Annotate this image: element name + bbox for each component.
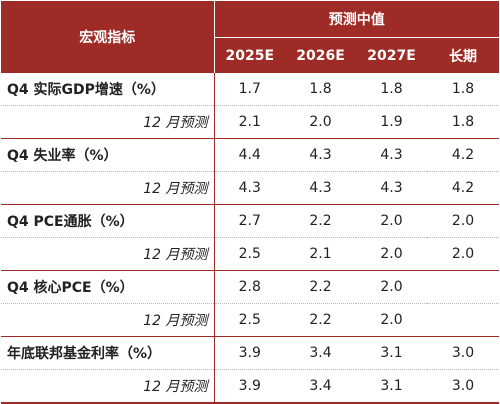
cell-value: 2.8 xyxy=(214,270,285,304)
row-label: 12 月预测 xyxy=(1,303,215,337)
cell-value: 2.5 xyxy=(214,237,285,271)
row-unemployment-dec: 12 月预测 4.3 4.3 4.3 4.2 xyxy=(1,171,499,205)
year-header-longrun: 长期 xyxy=(427,37,499,73)
cell-value: 2.7 xyxy=(214,204,285,238)
row-label: 12 月预测 xyxy=(1,171,215,205)
cell-value: 3.0 xyxy=(427,369,499,404)
row-core-pce-dec: 12 月预测 2.5 2.2 2.0 xyxy=(1,303,499,337)
cell-value: 3.1 xyxy=(356,369,427,404)
cell-value: 4.2 xyxy=(427,171,499,205)
cell-value: 4.3 xyxy=(285,138,356,172)
cell-value: 2.2 xyxy=(285,270,356,304)
cell-value: 2.0 xyxy=(356,204,427,238)
forecast-median-header: 预测中值 xyxy=(214,1,499,38)
row-label: Q4 实际GDP增速（%） xyxy=(1,73,215,106)
cell-value: 4.3 xyxy=(285,171,356,205)
row-pce: Q4 PCE通胀（%） 2.7 2.2 2.0 2.0 xyxy=(1,204,499,238)
cell-value: 2.0 xyxy=(356,303,427,337)
indicator-header: 宏观指标 xyxy=(1,1,215,73)
row-label: Q4 核心PCE（%） xyxy=(1,270,215,304)
cell-value: 2.5 xyxy=(214,303,285,337)
cell-value: 2.2 xyxy=(285,204,356,238)
cell-value: 2.2 xyxy=(285,303,356,337)
cell-value: 2.0 xyxy=(356,270,427,304)
row-fed-funds: 年底联邦基金利率（%） 3.9 3.4 3.1 3.0 xyxy=(1,336,499,370)
row-unemployment: Q4 失业率（%） 4.4 4.3 4.3 4.2 xyxy=(1,138,499,172)
cell-value: 3.4 xyxy=(285,336,356,370)
cell-value: 3.0 xyxy=(427,336,499,370)
cell-value xyxy=(427,303,499,337)
cell-value: 4.3 xyxy=(356,138,427,172)
row-gdp: Q4 实际GDP增速（%） 1.7 1.8 1.8 1.8 xyxy=(1,73,499,106)
cell-value: 3.9 xyxy=(214,369,285,404)
cell-value: 1.8 xyxy=(285,73,356,106)
row-label: 12 月预测 xyxy=(1,105,215,139)
cell-value: 1.9 xyxy=(356,105,427,139)
row-pce-dec: 12 月预测 2.5 2.1 2.0 2.0 xyxy=(1,237,499,271)
cell-value: 2.0 xyxy=(427,237,499,271)
row-core-pce: Q4 核心PCE（%） 2.8 2.2 2.0 xyxy=(1,270,499,304)
cell-value: 4.3 xyxy=(356,171,427,205)
cell-value: 4.4 xyxy=(214,138,285,172)
row-label: 12 月预测 xyxy=(1,369,215,404)
row-gdp-dec: 12 月预测 2.1 2.0 1.9 1.8 xyxy=(1,105,499,139)
cell-value: 2.0 xyxy=(356,237,427,271)
cell-value: 3.9 xyxy=(214,336,285,370)
cell-value xyxy=(427,270,499,304)
cell-value: 4.2 xyxy=(427,138,499,172)
cell-value: 2.1 xyxy=(285,237,356,271)
cell-value: 1.8 xyxy=(427,73,499,106)
cell-value: 4.3 xyxy=(214,171,285,205)
cell-value: 2.0 xyxy=(285,105,356,139)
cell-value: 1.8 xyxy=(356,73,427,106)
cell-value: 3.1 xyxy=(356,336,427,370)
row-label: 年底联邦基金利率（%） xyxy=(1,336,215,370)
cell-value: 2.0 xyxy=(427,204,499,238)
cell-value: 1.7 xyxy=(214,73,285,106)
year-header-2027: 2027E xyxy=(356,37,427,73)
row-fed-funds-dec: 12 月预测 3.9 3.4 3.1 3.0 xyxy=(1,369,499,404)
year-header-2026: 2026E xyxy=(285,37,356,73)
year-header-2025: 2025E xyxy=(214,37,285,73)
row-label: Q4 失业率（%） xyxy=(1,138,215,172)
cell-value: 1.8 xyxy=(427,105,499,139)
cell-value: 2.1 xyxy=(214,105,285,139)
row-label: 12 月预测 xyxy=(1,237,215,271)
row-label: Q4 PCE通胀（%） xyxy=(1,204,215,238)
cell-value: 3.4 xyxy=(285,369,356,404)
